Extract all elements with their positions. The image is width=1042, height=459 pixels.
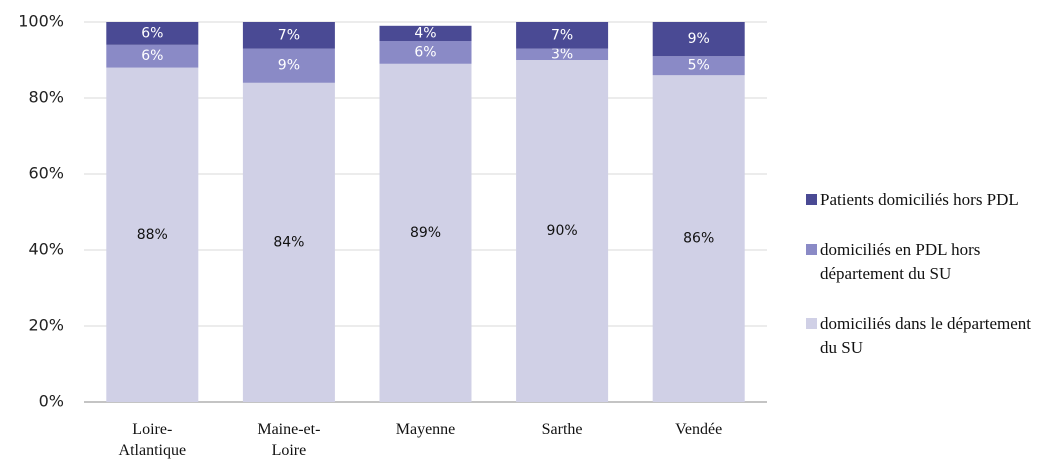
bar-segment <box>652 56 745 76</box>
bar-segment <box>652 75 745 402</box>
bar-segment <box>379 63 472 403</box>
value-label: 90% <box>547 223 578 239</box>
value-label: 3% <box>551 46 573 62</box>
x-tick-label: Sarthe <box>541 421 583 438</box>
value-label: 7% <box>278 27 300 43</box>
value-label: 89% <box>410 225 441 241</box>
bar-segment <box>516 48 609 60</box>
bar-segment <box>516 22 609 49</box>
y-tick-label: 80% <box>28 88 64 107</box>
value-label: 6% <box>414 44 436 60</box>
legend-item: Patients domiciliés hors PDL <box>803 188 1039 212</box>
value-label: 9% <box>688 31 710 47</box>
legend: Patients domiciliés hors PDL domiciliés e… <box>803 188 1039 386</box>
legend-item: domiciliés en PDL hors département du SU <box>803 238 1039 286</box>
x-tick-label: Mayenne <box>395 421 456 438</box>
value-label: 7% <box>551 27 573 43</box>
bar-segment <box>379 41 472 64</box>
value-label: 88% <box>137 227 168 243</box>
y-tick-label: 0% <box>39 392 64 411</box>
legend-swatch <box>806 318 817 329</box>
value-label: 4% <box>414 25 436 41</box>
legend-label: Patients domiciliés hors PDL <box>820 190 1019 209</box>
x-tick-label: Loire-Atlantique <box>118 421 187 459</box>
legend-swatch <box>806 194 817 205</box>
value-label: 5% <box>688 58 710 74</box>
bar-segment <box>106 44 199 68</box>
bar-segment <box>242 22 335 49</box>
legend-label: domiciliés dans le département du SU <box>820 314 1032 357</box>
y-tick-label: 40% <box>28 240 64 259</box>
y-tick-label: 20% <box>28 316 64 335</box>
value-label: 6% <box>141 25 163 41</box>
value-label: 6% <box>141 48 163 64</box>
bar-segment <box>242 48 335 83</box>
bar-segment <box>106 67 199 402</box>
bar-segment <box>379 25 472 41</box>
bar-segment <box>106 22 199 45</box>
bar-segment <box>242 82 335 403</box>
value-label: 84% <box>273 234 304 250</box>
legend-label: domiciliés en PDL hors département du SU <box>820 240 981 283</box>
legend-item: domiciliés dans le département du SU <box>803 312 1039 360</box>
value-label: 86% <box>683 231 714 247</box>
x-tick-label: Maine-et-Loire <box>257 421 321 459</box>
x-tick-label: Vendée <box>675 421 723 438</box>
y-tick-label: 60% <box>28 164 64 183</box>
bar-segment <box>652 22 745 57</box>
bar-segment <box>516 60 609 402</box>
value-label: 9% <box>278 58 300 74</box>
y-tick-label: 100% <box>18 12 64 31</box>
legend-swatch <box>806 244 817 255</box>
